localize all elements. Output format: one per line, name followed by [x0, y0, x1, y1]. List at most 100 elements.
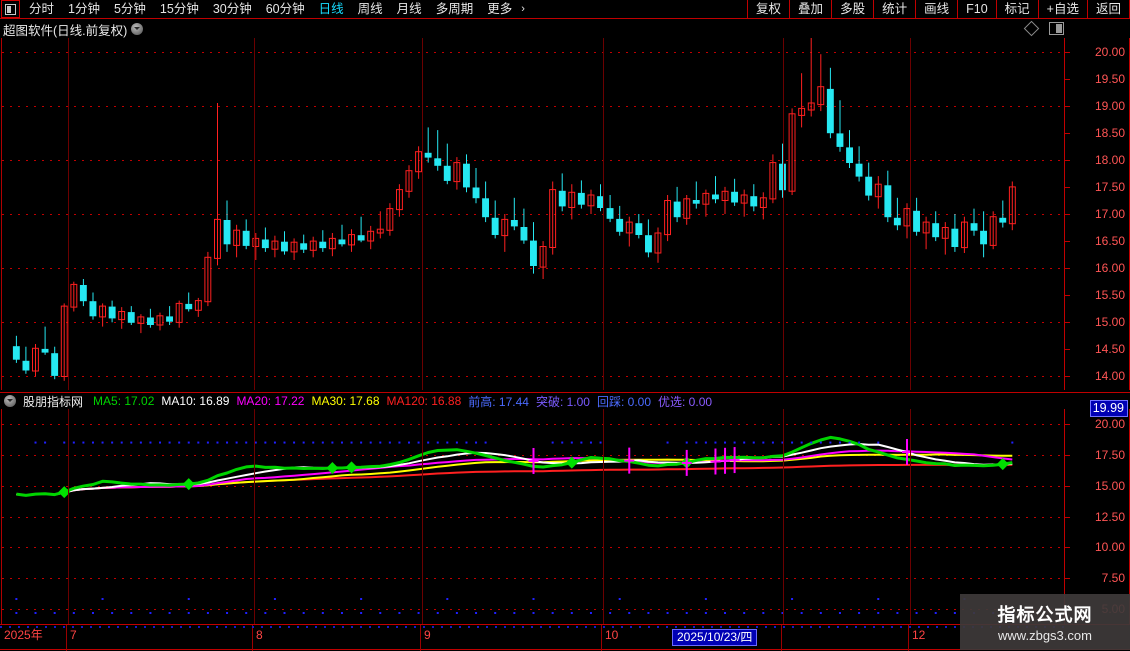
panel-toggle-icon[interactable] — [1, 0, 20, 18]
axis-tick — [1065, 241, 1070, 243]
indicator-axis-label: 17.50 — [1094, 448, 1125, 463]
gridline — [2, 214, 1064, 215]
date-separator — [781, 625, 782, 651]
diamond-icon[interactable] — [1023, 20, 1040, 37]
axis-tick — [1065, 105, 1070, 107]
vertical-gridline — [254, 38, 255, 390]
price-axis-label: 18.50 — [1094, 125, 1125, 140]
vertical-gridline — [910, 38, 911, 390]
price-axis[interactable]: 20.00 19.50 19.00 18.50 18.00 17.50 17.00 16.50… — [1064, 38, 1130, 390]
date-separator — [601, 625, 602, 651]
panel-toggle-glyph — [5, 3, 16, 15]
date-tick-label: 8 — [256, 628, 263, 642]
legend-ma10: MA10: 16.89 — [161, 394, 230, 408]
indicator-axis-label: 20.00 — [1094, 417, 1125, 432]
price-axis-label: 14.00 — [1094, 369, 1125, 384]
price-axis-label: 18.00 — [1094, 152, 1125, 167]
chevron-down-circle-icon[interactable] — [131, 23, 144, 35]
watermark-title: 指标公式网 — [997, 605, 1093, 625]
price-axis-label: 15.50 — [1094, 288, 1125, 303]
btn-tongji[interactable]: 统计 — [873, 0, 915, 19]
btn-fuquan[interactable]: 复权 — [747, 0, 789, 19]
tab-fenshi[interactable]: 分时 — [29, 2, 55, 16]
axis-tick — [1065, 547, 1070, 549]
period-tabs: 分时 1分钟 5分钟 15分钟 30分钟 60分钟 日线 周线 月线 多周期 更… — [0, 0, 530, 18]
ma-line-series — [15, 435, 1014, 614]
vertical-gridline — [603, 38, 604, 390]
axis-tick — [1065, 485, 1070, 487]
legend-huicai: 回踩: 0.00 — [596, 394, 652, 409]
axis-tick — [1065, 186, 1070, 188]
date-axis-dot-band — [0, 626, 1064, 628]
price-axis-label: 15.00 — [1094, 315, 1125, 330]
tab-1min[interactable]: 1分钟 — [68, 2, 100, 16]
tab-more[interactable]: 更多 — [487, 2, 513, 16]
price-plot-area[interactable] — [1, 38, 1064, 390]
vertical-gridline — [603, 409, 604, 624]
page-title: 超图软件(日线.前复权) — [3, 23, 128, 38]
price-chart-pane: 20.00 19.50 19.00 18.50 18.00 17.50 17.00 16.50… — [0, 38, 1130, 390]
btn-add-favorite[interactable]: +自选 — [1037, 0, 1087, 19]
gridline — [2, 105, 1064, 107]
axis-tick — [1065, 455, 1070, 457]
price-axis-label: 16.00 — [1094, 261, 1125, 276]
vertical-gridline — [422, 38, 423, 390]
indicator-name: 股朋指标网 — [23, 394, 84, 409]
date-separator — [908, 625, 909, 651]
indicator-axis-label: 10.00 — [1094, 540, 1125, 555]
chevron-right-icon[interactable]: › — [521, 3, 525, 15]
btn-f10[interactable]: F10 — [957, 0, 996, 19]
date-tick-label: 10 — [605, 628, 619, 642]
axis-tick — [1065, 349, 1070, 351]
legend-qiangao: 前高: 17.44 — [468, 394, 529, 409]
gridline — [2, 424, 1064, 426]
gridline — [2, 516, 1064, 518]
btn-duogu[interactable]: 多股 — [831, 0, 873, 19]
tab-5min[interactable]: 5分钟 — [113, 2, 146, 16]
axis-tick — [1065, 51, 1070, 53]
legend-ma20: MA20: 17.22 — [236, 394, 305, 408]
price-axis-label: 17.50 — [1094, 179, 1125, 194]
tab-30min[interactable]: 30分钟 — [212, 2, 252, 16]
legend-tupo: 突破: 1.00 — [535, 394, 590, 409]
indicator-pane: 股朋指标网 MA5: 17.02 MA10: 16.89 MA20: 17.22… — [0, 392, 1130, 624]
indicator-plot-area[interactable] — [1, 409, 1064, 624]
stock-title-bar: 超图软件(日线.前复权) — [0, 20, 1130, 38]
date-separator — [252, 625, 253, 651]
legend-ma30: MA30: 17.68 — [311, 394, 380, 408]
tab-15min[interactable]: 15分钟 — [159, 2, 199, 16]
current-price-tag: 19.99 — [1089, 400, 1128, 417]
btn-back[interactable]: 返回 — [1086, 0, 1130, 19]
selected-date-tag: 2025/10/23/四 — [672, 629, 758, 646]
axis-tick — [1065, 295, 1070, 297]
btn-biaoji[interactable]: 标记 — [995, 0, 1038, 19]
panel-layout-icon[interactable] — [1049, 22, 1064, 35]
tab-60min[interactable]: 60分钟 — [265, 2, 305, 16]
vertical-gridline — [68, 38, 69, 390]
chevron-down-circle-icon[interactable] — [4, 395, 16, 407]
axis-tick — [1065, 268, 1070, 270]
gridline — [2, 159, 1064, 161]
tab-monthly[interactable]: 月线 — [396, 2, 422, 16]
date-tick-label: 2025年 — [4, 628, 43, 642]
axis-tick — [1065, 78, 1070, 80]
date-separator — [420, 625, 421, 651]
axis-tick — [1065, 159, 1070, 161]
gridline — [2, 485, 1064, 487]
axis-tick — [1065, 214, 1070, 215]
vertical-gridline — [783, 38, 784, 390]
tab-weekly[interactable]: 周线 — [357, 2, 383, 16]
date-separator — [66, 625, 67, 651]
axis-tick — [1065, 424, 1070, 426]
tab-daily[interactable]: 日线 — [318, 2, 344, 16]
btn-diejia[interactable]: 叠加 — [789, 0, 831, 19]
axis-tick — [1065, 132, 1070, 134]
indicator-legend: 股朋指标网 MA5: 17.02 MA10: 16.89 MA20: 17.22… — [0, 392, 1130, 409]
btn-huaxian[interactable]: 画线 — [915, 0, 957, 19]
tab-multi-period[interactable]: 多周期 — [435, 2, 474, 16]
gridline — [2, 547, 1064, 549]
price-axis-label: 16.50 — [1094, 234, 1125, 249]
vertical-gridline — [783, 409, 784, 624]
axis-tick — [1065, 516, 1070, 518]
